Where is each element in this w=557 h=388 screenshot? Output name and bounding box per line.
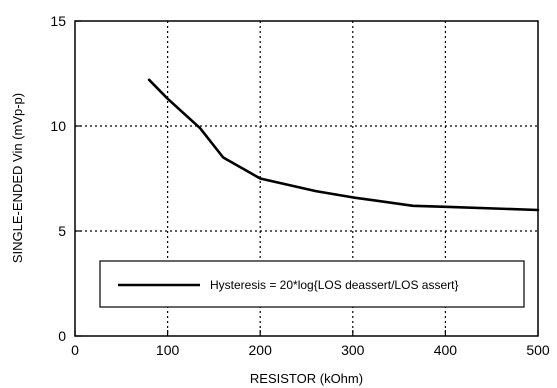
- series-line: [147, 78, 540, 212]
- legend-entry-label: Hysteresis = 20*log{LOS deassert/LOS ass…: [210, 278, 458, 292]
- x-tick-label: 0: [71, 342, 79, 358]
- x-tick-label: 100: [156, 342, 180, 358]
- gridlines: [75, 21, 538, 336]
- x-tick-label: 400: [434, 342, 458, 358]
- y-tick-label: 0: [58, 328, 66, 344]
- x-tick-label: 200: [249, 342, 273, 358]
- y-tick-label: 5: [58, 223, 66, 239]
- x-axis-title: RESISTOR (kOhm): [250, 371, 363, 386]
- y-tick-label: 10: [50, 118, 66, 134]
- x-tick-label: 500: [526, 342, 550, 358]
- series-layer: [147, 78, 540, 212]
- legend: Hysteresis = 20*log{LOS deassert/LOS ass…: [99, 260, 525, 308]
- plot-frame: [74, 20, 539, 337]
- y-tick-label: 15: [50, 13, 66, 29]
- y-axis-title: SINGLE-ENDED Vin (mVp-p): [10, 93, 25, 263]
- axis-ticks: 0 100 200 300 400 500 0 5 10 15: [50, 13, 549, 358]
- x-tick-label: 300: [341, 342, 365, 358]
